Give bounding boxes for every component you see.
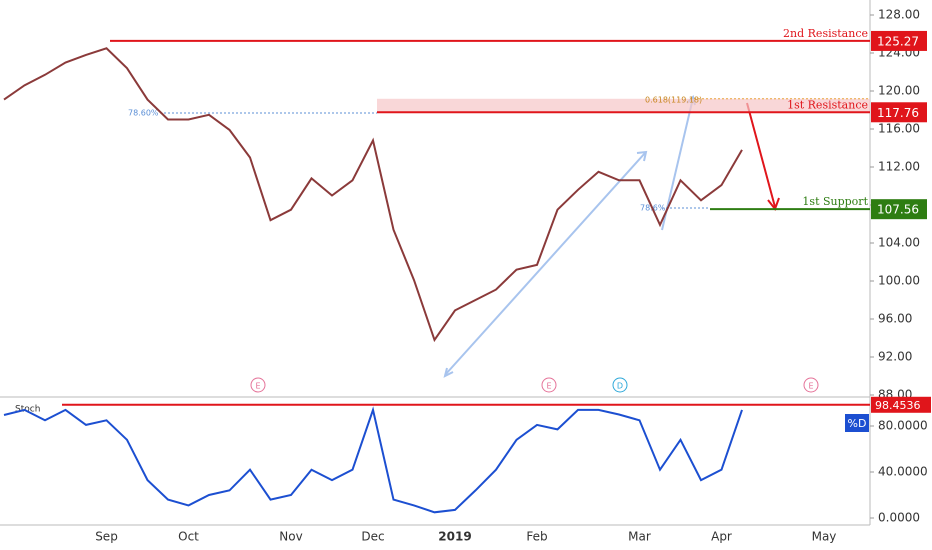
legend-badge [845,414,869,432]
x-tick-label: May [812,530,837,544]
event-label: E [546,382,551,391]
level-value: 117.76 [877,106,919,120]
level-label: 2nd Resistance [783,27,868,40]
level-label: 1st Support [802,195,868,208]
y-tick-label: 100.00 [878,274,920,288]
event-marker [541,377,557,393]
x-tick-label: Mar [628,530,651,544]
x-tick-label: Nov [279,530,302,544]
x-tick-label: Oct [178,530,199,544]
x-tick-label: 2019 [438,530,471,544]
level-badge [871,199,927,220]
y-tick-label: 92.00 [878,350,912,364]
level-value: 107.56 [877,203,919,217]
level-badge [871,396,931,413]
price-line [3,47,743,343]
x-tick-label: Feb [526,530,547,544]
event-label: E [808,382,813,391]
annotation: 0.618(119.18) [645,96,702,105]
y-tick-label: 112.00 [878,160,920,174]
y-tick-label: 128.00 [878,8,920,22]
stoch-line [3,406,743,514]
level-badge [871,102,927,123]
event-label: E [255,382,260,391]
annotation: 78.60% [128,109,159,118]
y-tick-label: 40.0000 [878,465,928,479]
y-tick-label: 0.0000 [878,511,920,525]
y-tick-label: 104.00 [878,236,920,250]
event-marker [612,377,628,393]
event-marker [803,377,819,393]
level-value: 125.27 [877,34,919,48]
x-tick-label: Sep [95,530,118,544]
event-marker [250,377,266,393]
stoch-title: Stoch [15,405,40,415]
y-tick-label: 96.00 [878,312,912,326]
level-label: 1st Resistance [787,98,868,111]
event-label: D [617,382,623,391]
x-tick-label: Dec [361,530,384,544]
y-tick-label: 120.00 [878,84,920,98]
legend-label: %D [848,417,867,430]
level-value: 98.4536 [875,399,921,412]
level-badge [871,30,927,51]
resistance-zone [377,98,870,113]
x-tick-label: Apr [711,530,732,544]
y-tick-label: 80.0000 [878,419,928,433]
y-tick-label: 116.00 [878,122,920,136]
